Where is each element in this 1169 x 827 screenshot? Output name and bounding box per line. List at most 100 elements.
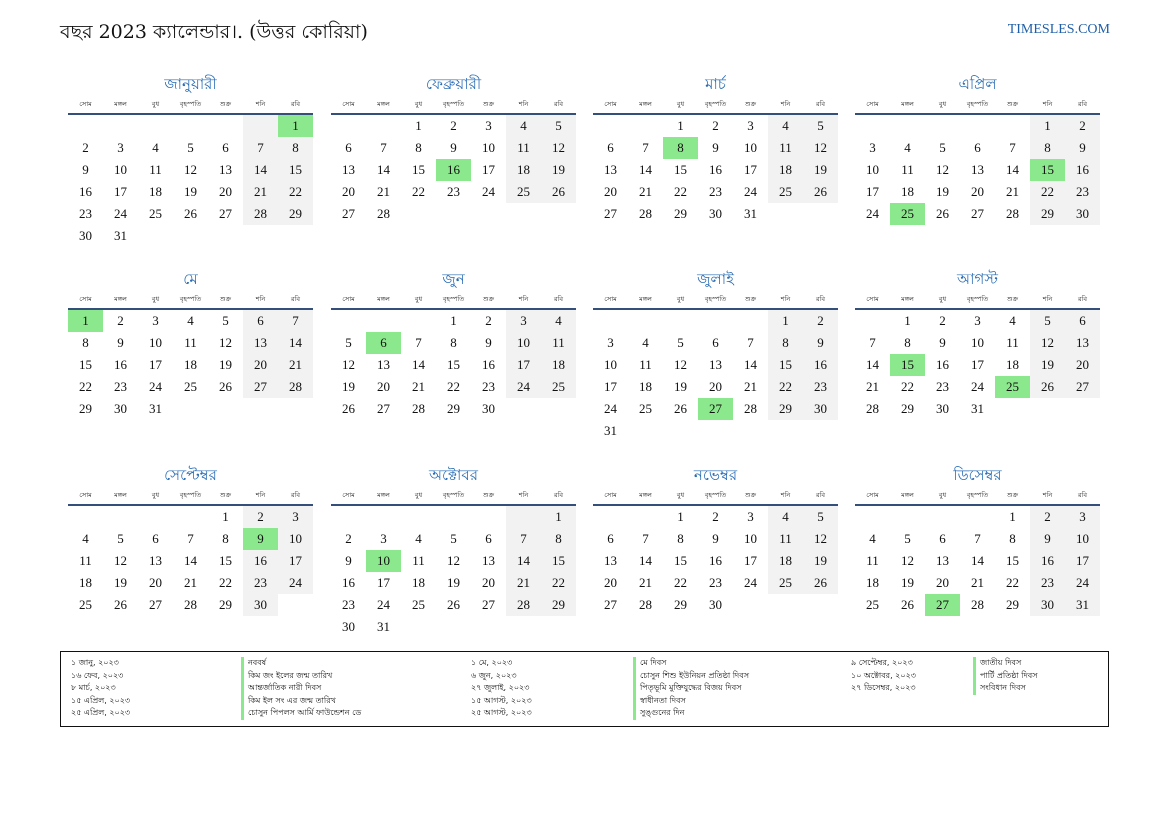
weekday-header: সোম মঙ্গল বুধ বৃহস্পতি শুক্র শনি রবি [593,486,838,506]
day-cell: 9 [712,531,719,546]
holiday-date-column: ৯ সেপ্টেম্বর, ২০২৩ ১০ অক্টোবর, ২০২৩ ২৭ ডিস… [851,657,916,695]
day-grid: 1 2 3 4 5 6 7 8 9 10 11 12 13 14 15 16 17 18 19 20 21 22 23 24 2… [68,506,313,616]
empty-cell [436,616,471,638]
day-cell: 6 [243,310,278,332]
day-cell: 25 [79,597,92,612]
empty-cell [768,420,803,442]
day-cell: 8 [768,332,803,354]
day-cell: 27 [342,206,355,221]
day-cell: 25 [768,572,803,594]
day-cell: 17 [482,162,495,177]
day-cell: 10 [744,140,757,155]
day-cell: 8 [415,140,422,155]
day-cell: 21 [506,572,541,594]
day-cell: 1 [1009,509,1016,524]
weekday-label: মঙ্গল [639,491,652,499]
day-cell: 16 [243,550,278,572]
day-cell: 20 [936,575,949,590]
day-cell: 14 [639,162,652,177]
day-cell: 29 [278,203,313,225]
day-cell: 8 [1009,531,1016,546]
holiday-day-cell: 8 [663,137,698,159]
day-cell: 28 [866,401,879,416]
day-cell: 22 [1030,181,1065,203]
month-calendar: জুলাই সোম মঙ্গল বুধ বৃহস্পতি শুক্র শনি রবি 1 2 3 4 5… [593,269,838,442]
day-cell: 27 [219,206,232,221]
day-cell: 1 [222,509,229,524]
day-cell: 29 [447,401,460,416]
weekday-label: বুধ [938,491,947,499]
day-cell: 7 [506,528,541,550]
day-cell: 2 [803,310,838,332]
day-grid: 1 2 3 4 5 6 7 8 9 10 11 12 13 14 15 16 17 18 19 20 21 22 23 24 2… [593,115,838,225]
day-cell: 21 [184,575,197,590]
day-cell: 3 [485,118,492,133]
weekday-label: সোম [866,100,879,108]
holiday-day-cell: 25 [890,203,925,225]
day-cell: 30 [79,228,92,243]
day-grid: 1 2 3 4 5 6 7 8 9 10 11 12 13 14 15 16 17 18 19 20 21 22 23 24 2… [331,506,576,638]
day-cell: 18 [768,550,803,572]
weekday-label: শনি [255,100,266,108]
weekday-label: বুধ [676,295,685,303]
holiday-name-column: নববর্ষ কিম জং ইলের জন্ম তারিখ আন্তর্জাতিক … [241,657,361,720]
day-cell: 20 [243,354,278,376]
empty-cell [208,115,243,137]
brand-link[interactable]: TIMESLES.COM [1007,22,1110,37]
day-cell: 24 [506,376,541,398]
day-cell: 22 [674,575,687,590]
weekday-label: শুক্র [1006,491,1019,499]
day-cell: 12 [342,357,355,372]
day-cell: 26 [803,181,838,203]
month-title: জুলাই [697,270,734,288]
weekday-label: শনি [1042,491,1053,499]
weekday-label: বৃহস্পতি [704,491,727,499]
holiday-day-cell: 9 [243,528,278,550]
weekday-label: শুক্র [744,100,757,108]
empty-cell [855,506,890,528]
weekday-label: সোম [342,100,355,108]
day-cell: 17 [377,575,390,590]
weekday-label: বৃহস্পতি [704,295,727,303]
weekday-label: মঙ্গল [377,491,390,499]
day-cell: 16 [114,357,127,372]
day-cell: 23 [482,379,495,394]
empty-cell [506,398,541,420]
weekday-label: রবি [815,100,826,108]
day-cell: 26 [342,401,355,416]
empty-cell [471,616,506,638]
day-cell: 25 [541,376,576,398]
day-cell: 2 [450,118,457,133]
day-cell: 18 [866,575,879,590]
empty-cell [628,420,663,442]
day-cell: 16 [803,354,838,376]
holiday-day-cell: 15 [890,354,925,376]
day-cell: 12 [803,528,838,550]
day-cell: 4 [82,531,89,546]
day-cell: 16 [79,184,92,199]
weekday-label: মঙ্গল [377,100,390,108]
empty-cell [138,115,173,137]
day-cell: 2 [939,313,946,328]
day-cell: 8 [904,335,911,350]
day-cell: 20 [604,184,617,199]
day-cell: 4 [869,531,876,546]
holiday-date: ২৫ এপ্রিল, ২০২৩ [71,708,131,717]
weekday-label: বৃহস্পতি [704,100,727,108]
weekday-header: সোম মঙ্গল বুধ বৃহস্পতি শুক্র শনি রবি [331,486,576,506]
day-cell: 14 [412,357,425,372]
day-cell: 28 [1006,206,1019,221]
day-cell: 17 [149,357,162,372]
weekday-header: সোম মঙ্গল বুধ বৃহস্পতি শুক্র শনি রবি [68,290,313,310]
day-cell: 30 [709,597,722,612]
month-calendar: মার্চ সোম মঙ্গল বুধ বৃহস্পতি শুক্র শনি রবি 1 2 3 4 5… [593,74,838,225]
day-cell: 23 [1065,181,1100,203]
weekday-label: বৃহস্পতি [966,295,989,303]
day-cell: 21 [866,379,879,394]
day-cell: 5 [1030,310,1065,332]
month-title: এপ্রিল [958,75,997,93]
day-cell: 17 [971,357,984,372]
weekday-header: সোম মঙ্গল বুধ বৃহস্পতি শুক্র শনি রবি [855,290,1100,310]
day-cell: 5 [450,531,457,546]
day-cell: 12 [447,553,460,568]
